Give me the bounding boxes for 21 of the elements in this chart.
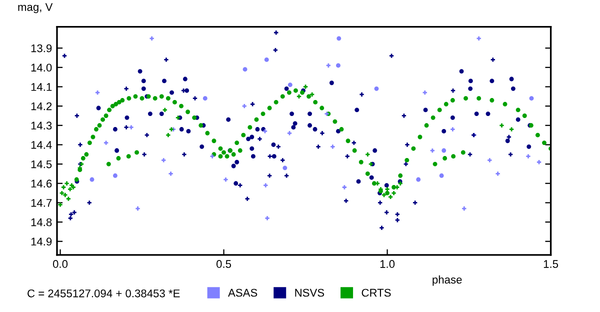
y-tick-label: 14.5 — [31, 160, 52, 168]
y-tick-label: 14.9 — [31, 238, 52, 246]
y-tick-label: 14.1 — [31, 83, 52, 91]
x-tick-label: 1.5 — [544, 260, 558, 268]
y-tick-label: 14.7 — [31, 199, 52, 207]
legend-label: ASAS — [228, 288, 258, 297]
y-tick-label: 14.4 — [31, 141, 52, 149]
x-tick-label: 0.5 — [216, 260, 232, 268]
y-tick-label: 14.3 — [31, 122, 52, 130]
y-tick-label: 14.2 — [31, 102, 52, 110]
x-axis-title: phase — [432, 275, 462, 286]
y-tick-label: 14.6 — [31, 180, 52, 188]
y-tick-label: 13.9 — [31, 44, 52, 52]
y-tick-label: 14.8 — [31, 218, 52, 226]
y-axis-title: mag, V — [18, 3, 53, 14]
y-tick-label: 14.0 — [31, 64, 52, 72]
legend-label: NSVS — [295, 288, 324, 297]
x-tick-label: 0.0 — [52, 260, 68, 268]
text: C = 2455127.094 + 0.38453 *E — [28, 289, 180, 298]
x-tick-label: 1.0 — [380, 260, 395, 268]
legend-label: CRTS — [362, 288, 391, 297]
